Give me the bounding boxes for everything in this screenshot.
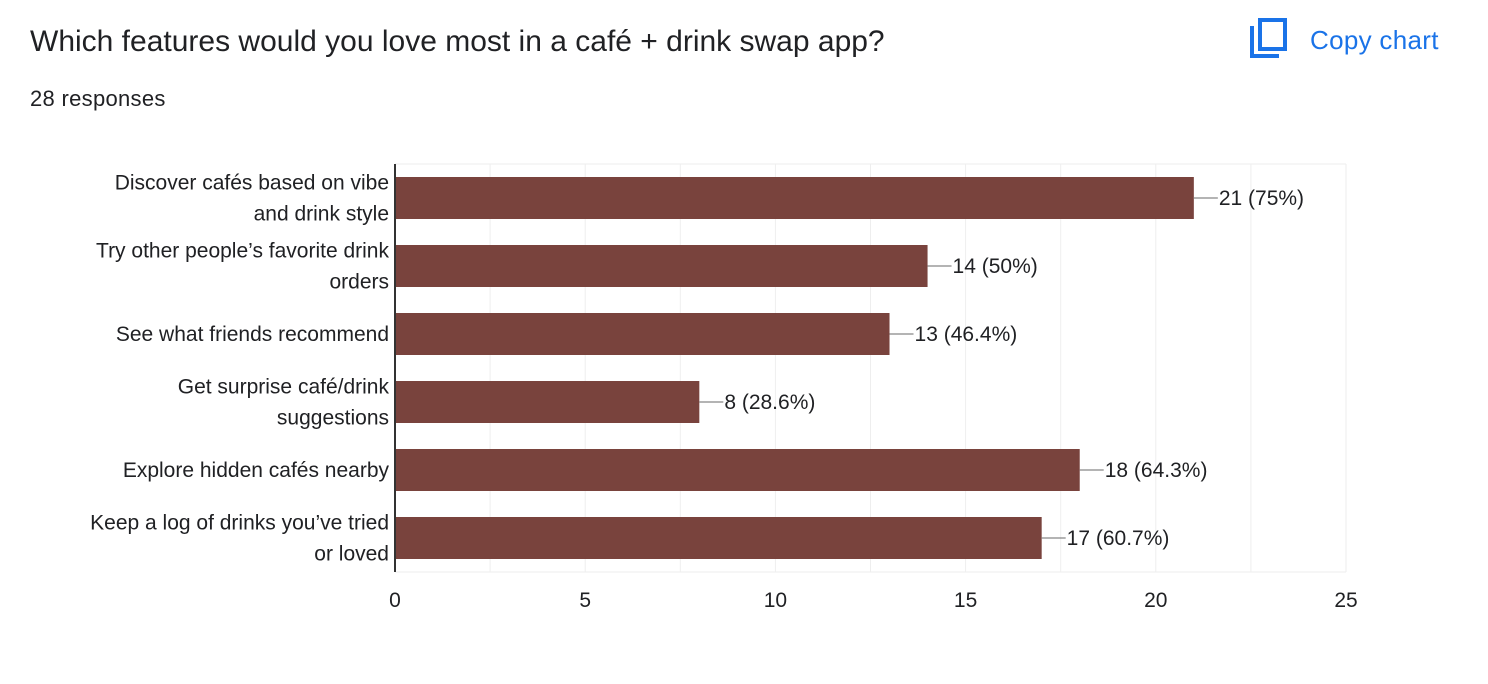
category-label: Try other people’s favorite drink	[96, 240, 389, 263]
category-label: Keep a log of drinks you’ve tried	[90, 512, 389, 535]
category-label: and drink style	[254, 203, 389, 226]
copy-icon	[1250, 17, 1288, 63]
data-label: 21 (75%)	[1219, 187, 1304, 210]
category-label: suggestions	[277, 407, 389, 430]
x-tick-label: 0	[389, 589, 401, 612]
x-tick-label: 20	[1144, 589, 1167, 612]
data-label: 17 (60.7%)	[1067, 527, 1170, 550]
question-title: Which features would you love most in a …	[30, 25, 885, 58]
x-tick-label: 25	[1334, 589, 1357, 612]
copy-chart-button[interactable]: Copy chart	[1250, 17, 1439, 63]
category-label: Discover cafés based on vibe	[115, 172, 389, 195]
bar	[395, 381, 700, 423]
x-tick-label: 15	[954, 589, 977, 612]
bar	[395, 245, 928, 287]
bar	[395, 177, 1194, 219]
category-label: See what friends recommend	[116, 323, 389, 346]
bar	[395, 313, 890, 355]
x-tick-label: 5	[579, 589, 591, 612]
data-label: 18 (64.3%)	[1105, 459, 1208, 482]
bar	[395, 517, 1042, 559]
category-label: Get surprise café/drink	[178, 376, 390, 399]
category-label: orders	[329, 271, 389, 294]
data-label: 13 (46.4%)	[915, 323, 1018, 346]
category-label: or loved	[314, 543, 389, 566]
data-label: 14 (50%)	[953, 255, 1038, 278]
x-tick-label: 10	[764, 589, 787, 612]
copy-chart-label: Copy chart	[1310, 24, 1439, 55]
category-label: Explore hidden cafés nearby	[123, 459, 390, 482]
data-label: 8 (28.6%)	[724, 391, 815, 414]
bar	[395, 449, 1080, 491]
response-count: 28 responses	[30, 86, 166, 111]
